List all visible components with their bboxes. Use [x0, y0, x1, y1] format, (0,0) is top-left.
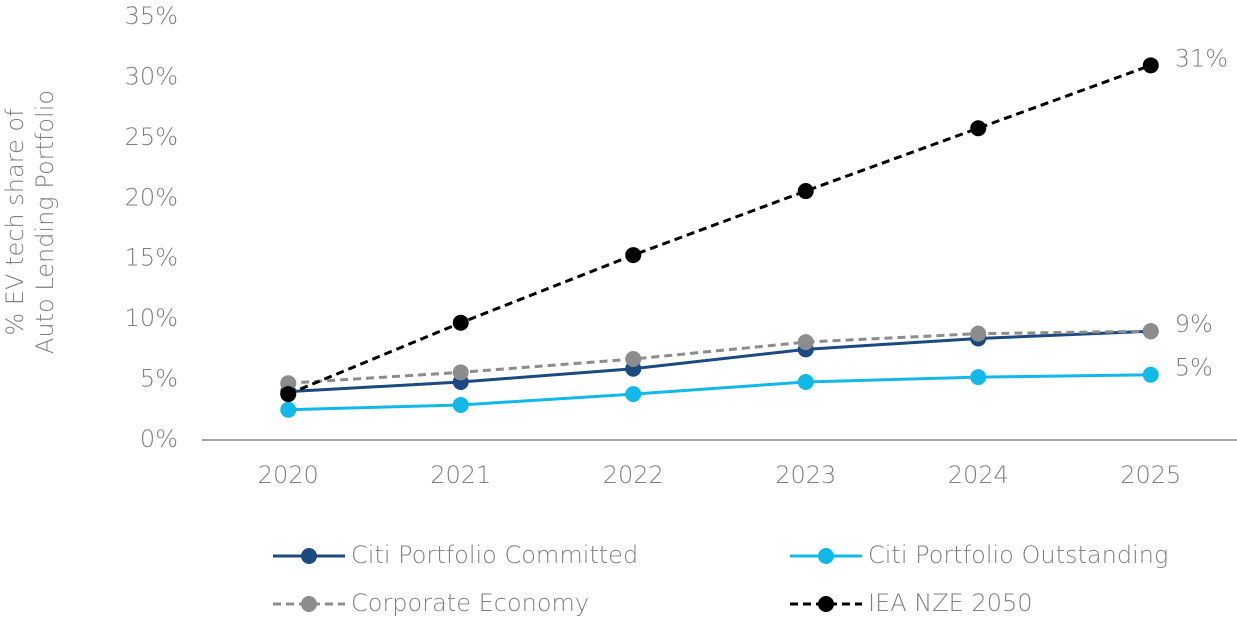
- y-tick-label: 10%: [125, 304, 178, 332]
- legend-marker: [301, 548, 317, 564]
- x-tick-label: 2024: [948, 461, 1009, 489]
- series-line: [288, 373, 1151, 412]
- data-point: [280, 401, 297, 418]
- data-point: [1142, 57, 1159, 74]
- data-label: 31%: [1175, 44, 1228, 72]
- legend-label: Citi Portfolio Committed: [351, 541, 638, 569]
- legend-label: IEA NZE 2050: [868, 589, 1033, 617]
- y-tick-label: 5%: [140, 365, 178, 393]
- legend-marker: [818, 596, 834, 612]
- y-tick-label: 15%: [125, 244, 178, 272]
- x-tick-label: 2022: [603, 461, 664, 489]
- series-line: [288, 329, 1151, 394]
- x-tick-label: 2021: [430, 461, 491, 489]
- legend-label: Citi Portfolio Outstanding: [868, 541, 1168, 569]
- data-point: [797, 183, 814, 200]
- data-point: [970, 325, 987, 342]
- data-point: [1142, 366, 1159, 383]
- y-tick-label: 20%: [125, 183, 178, 211]
- y-tick-label: 25%: [125, 123, 178, 151]
- y-axis-label: % EV tech share of: [1, 108, 29, 336]
- y-axis-label: Auto Lending Portfolio: [31, 90, 59, 354]
- data-point: [970, 120, 987, 137]
- y-tick-label: 0%: [140, 425, 178, 453]
- data-point: [280, 386, 297, 403]
- data-point: [970, 369, 987, 386]
- data-label: 9%: [1175, 310, 1213, 338]
- data-point: [625, 247, 642, 264]
- y-tick-label: 30%: [125, 62, 178, 90]
- series-line: [287, 63, 1152, 396]
- legend-marker: [301, 596, 317, 612]
- x-tick-label: 2020: [258, 461, 319, 489]
- data-point: [452, 314, 469, 331]
- data-point: [452, 396, 469, 413]
- legend-marker: [818, 548, 834, 564]
- data-point: [452, 364, 469, 381]
- data-point: [797, 334, 814, 351]
- data-point: [625, 351, 642, 368]
- data-point: [625, 386, 642, 403]
- legend-label: Corporate Economy: [351, 589, 589, 617]
- data-point: [1142, 323, 1159, 340]
- x-tick-label: 2025: [1120, 461, 1181, 489]
- data-point: [797, 373, 814, 390]
- series-line: [288, 329, 1151, 385]
- data-label: 5%: [1175, 354, 1213, 382]
- x-tick-label: 2023: [775, 461, 836, 489]
- y-tick-label: 35%: [125, 2, 178, 30]
